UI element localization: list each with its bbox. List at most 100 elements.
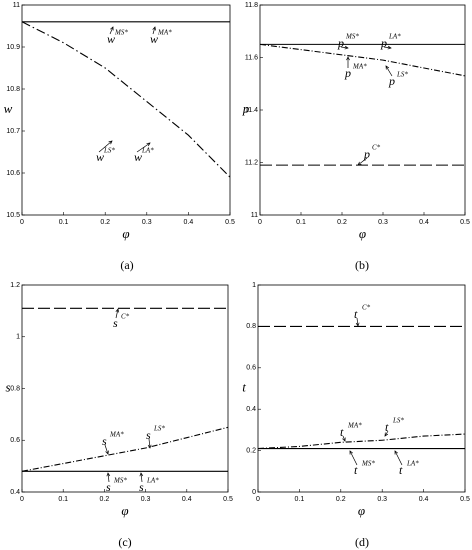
caption: (b) — [355, 258, 369, 272]
annotation-sup: MS* — [113, 477, 127, 485]
x-tick-label: 0.4 — [419, 496, 429, 503]
x-tick-label: 0 — [258, 219, 262, 226]
annotation-arrow — [98, 140, 113, 153]
annotation-sup: MS* — [114, 29, 128, 37]
annotation-text: w — [150, 32, 158, 46]
series-line — [21, 426, 229, 472]
annotation-sup: LA* — [388, 33, 401, 41]
annotation-arrowhead — [384, 432, 389, 437]
plot-frame — [259, 4, 466, 216]
annotation-sup: MS* — [345, 33, 359, 41]
annotation-arrow — [136, 142, 151, 153]
y-tick-label: 1.2 — [10, 282, 20, 289]
annotation-text: p — [363, 147, 370, 161]
y-tick-label: 0.6 — [246, 365, 256, 372]
y-tick-label: 0 — [252, 489, 256, 496]
y-tick-label: 10.5 — [6, 212, 20, 219]
x-axis-label: φ — [121, 503, 128, 518]
series-line — [21, 21, 231, 178]
annotation-arrowhead — [387, 45, 392, 50]
annotation-arrow — [349, 450, 358, 466]
x-tick-label: 0 — [20, 219, 24, 226]
annotation-text: s — [102, 434, 107, 448]
annotation-arrowhead — [110, 26, 114, 31]
y-tick-label: 0.4 — [246, 406, 256, 413]
annotation-sup: MA* — [352, 63, 367, 71]
x-tick-label: 0.3 — [141, 496, 151, 503]
y-axis-label: p — [242, 101, 250, 116]
series-line — [257, 433, 466, 450]
annotation-arrowhead — [349, 450, 353, 455]
caption: (d) — [355, 535, 369, 549]
x-axis-label: φ — [359, 226, 366, 241]
annotation-arrow — [109, 26, 114, 35]
annotation-arrow — [383, 46, 392, 49]
x-axis-label: φ — [358, 503, 365, 518]
annotation-sup: LS* — [153, 425, 165, 433]
annotation-sup: MA* — [157, 29, 172, 37]
annotation-sup: LS* — [396, 71, 408, 79]
annotation-sup: LA* — [406, 460, 419, 468]
annotation-arrowhead — [385, 65, 390, 70]
x-axis-label: φ — [122, 226, 129, 241]
annotation-sup: C* — [362, 304, 371, 312]
annotation-arrowhead — [346, 56, 350, 61]
annotation-sup: LS* — [103, 147, 115, 155]
annotation-arrowhead — [152, 26, 156, 31]
x-tick-label: 0 — [256, 496, 260, 503]
y-tick-label: 10.8 — [6, 86, 20, 93]
plot-frame — [257, 284, 466, 493]
annotation-arrow — [104, 444, 109, 455]
y-axis-label: w — [4, 101, 13, 116]
x-tick-label: 0.2 — [100, 219, 110, 226]
y-tick-label: 11 — [251, 212, 258, 219]
y-tick-label: 1 — [252, 282, 256, 289]
x-tick-label: 0.1 — [296, 219, 306, 226]
annotation-text: p — [380, 36, 387, 50]
annotation-arrowhead — [357, 161, 362, 166]
annotation-sup: LA* — [146, 477, 159, 485]
x-tick-label: 0.4 — [184, 219, 194, 226]
series-line — [259, 43, 466, 77]
x-tick-label: 0.5 — [460, 496, 470, 503]
annotation-arrow — [385, 65, 393, 77]
y-tick-label: 11.2 — [245, 159, 258, 166]
x-tick-label: 0.1 — [59, 219, 69, 226]
annotation-sup: C* — [372, 144, 381, 152]
annotation-text: t — [385, 420, 389, 434]
y-tick-label: 0.6 — [10, 437, 20, 444]
annotation-arrowhead — [146, 142, 151, 147]
annotation-text: p — [344, 66, 351, 80]
annotation-arrowhead — [106, 472, 111, 477]
annotation-sup: MS* — [361, 460, 375, 468]
x-tick-label: 0.2 — [100, 496, 110, 503]
y-tick-label: 10.7 — [6, 128, 20, 135]
annotation-text: p — [388, 74, 395, 88]
x-tick-label: 0.4 — [419, 219, 429, 226]
annotation-arrowhead — [355, 322, 360, 327]
x-tick-label: 0 — [20, 496, 24, 503]
annotation-sup: C* — [121, 313, 130, 321]
y-tick-label: 10.9 — [6, 44, 20, 51]
annotation-arrow — [342, 435, 346, 442]
x-tick-label: 0.5 — [223, 496, 233, 503]
x-tick-label: 0.2 — [337, 219, 347, 226]
annotation-arrowhead — [108, 140, 113, 145]
annotation-text: w — [96, 150, 104, 164]
annotation-text: p — [337, 36, 344, 50]
annotation-sup: MA* — [109, 431, 124, 439]
annotation-text: s — [139, 480, 144, 494]
annotation-arrowhead — [147, 444, 152, 449]
plot-frame — [21, 4, 231, 216]
annotation-arrow — [107, 472, 110, 483]
caption: (a) — [120, 258, 133, 272]
x-tick-label: 0.5 — [460, 219, 470, 226]
x-tick-label: 0.1 — [58, 496, 68, 503]
annotation-text: t — [340, 425, 344, 439]
annotation-arrow — [140, 472, 143, 483]
y-tick-label: 11.4 — [245, 107, 258, 114]
annotation-sup: LA* — [141, 147, 154, 155]
annotation-text: s — [106, 480, 111, 494]
x-tick-label: 0.2 — [336, 496, 346, 503]
